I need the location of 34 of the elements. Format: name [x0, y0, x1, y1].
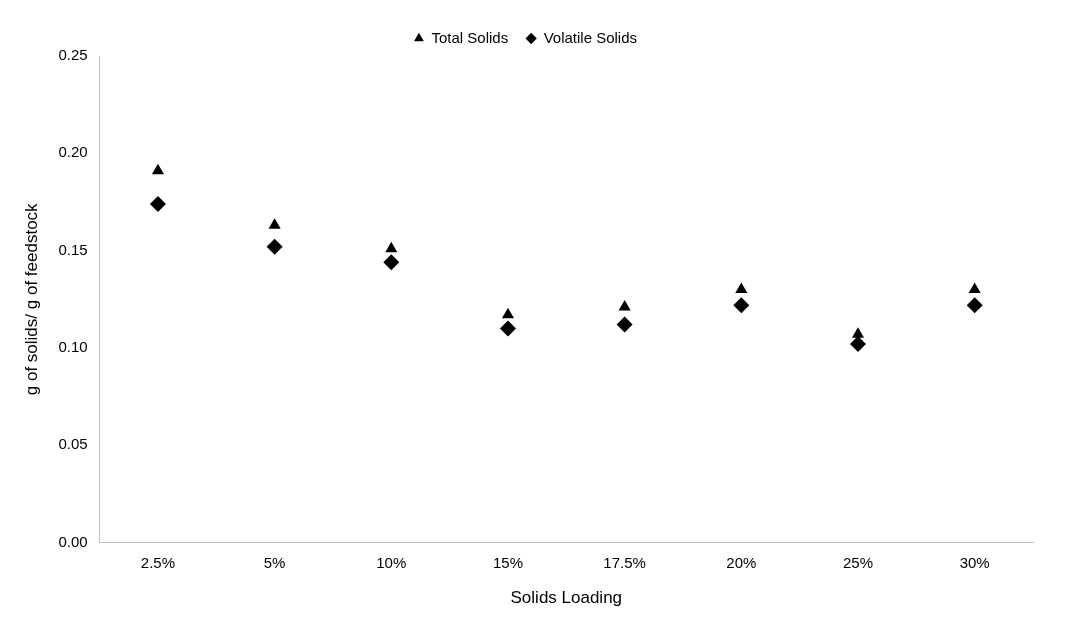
point	[501, 307, 515, 319]
point	[966, 297, 983, 314]
point	[268, 218, 281, 229]
point	[383, 254, 400, 271]
y-axis-title: g of solids/ g of feedstock	[21, 202, 41, 396]
x-tick-label: 15%	[492, 553, 523, 571]
x-tick-label: 5%	[263, 553, 286, 571]
y-tick-label: 0.25	[58, 46, 88, 64]
point	[735, 282, 748, 294]
point	[849, 336, 866, 353]
y-tick-label: 0.20	[58, 143, 88, 161]
x-tick-label: 2.5%	[140, 553, 176, 571]
y-tick-label: 0.00	[58, 532, 88, 550]
point	[151, 163, 164, 175]
legend-label: Total Solids	[431, 28, 509, 46]
x-tick-label: 10%	[376, 553, 407, 571]
point	[499, 320, 516, 337]
point	[618, 300, 631, 311]
x-tick-label: 25%	[842, 553, 873, 571]
x-tick-label: 20%	[726, 553, 757, 571]
y-tick-label: 0.15	[58, 240, 88, 258]
point	[733, 297, 750, 314]
y-tick-label: 0.10	[58, 338, 88, 356]
point	[149, 195, 166, 212]
legend-label: Volatile Solids	[543, 28, 638, 46]
point	[851, 327, 865, 338]
x-axis-title: Solids Loading	[510, 588, 623, 608]
x-tick-label: 30%	[959, 553, 990, 571]
y-tick-label: 0.05	[58, 435, 88, 453]
point	[968, 282, 981, 294]
point	[385, 241, 398, 253]
point	[266, 238, 283, 255]
x-tick-label: 17.5%	[603, 553, 646, 571]
point	[616, 316, 633, 333]
